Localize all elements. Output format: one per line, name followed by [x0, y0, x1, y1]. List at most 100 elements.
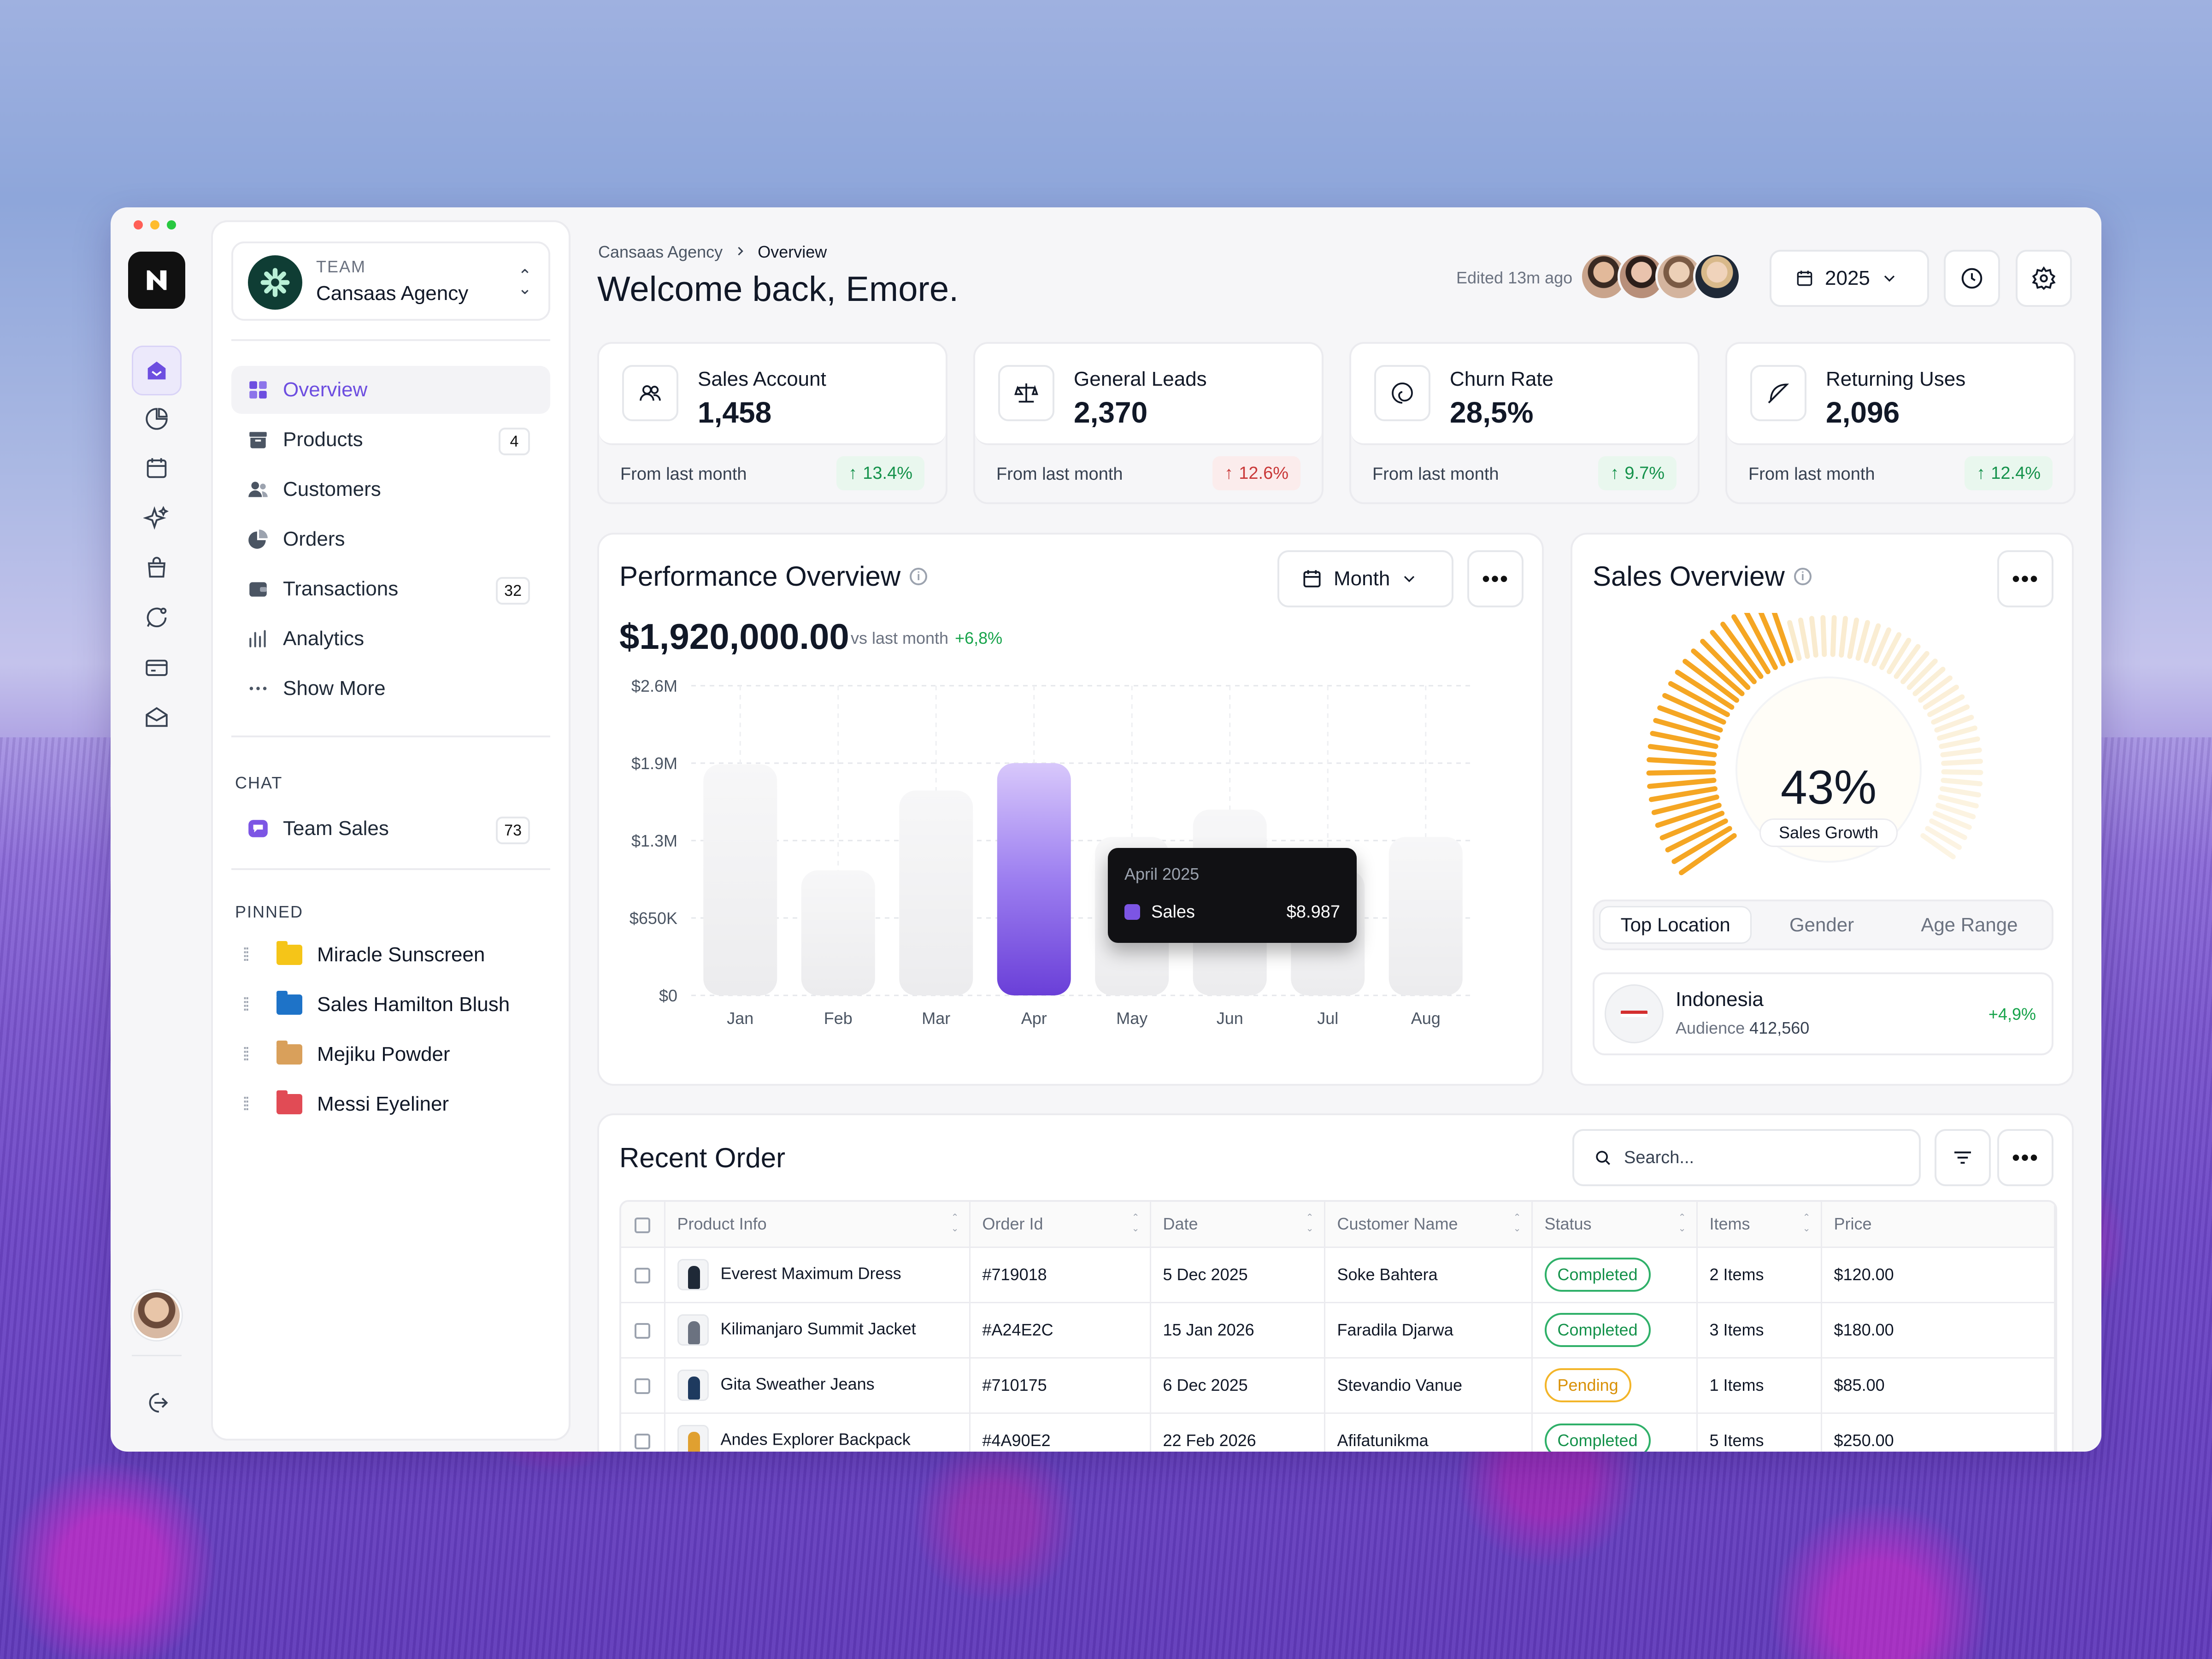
rail-home-icon[interactable]: [132, 346, 182, 395]
column-header-order-id[interactable]: Order Id ⌃ ⌄: [970, 1202, 1151, 1248]
users-icon: [622, 365, 678, 421]
search-box[interactable]: [1572, 1129, 1921, 1186]
sidebar-item-overview[interactable]: Overview: [231, 366, 550, 414]
year-dropdown[interactable]: 2025: [1770, 250, 1929, 307]
stat-period: From last month: [996, 465, 1123, 484]
stat-name: Returning Uses: [1826, 368, 1966, 390]
more-options-button[interactable]: •••: [1997, 550, 2053, 607]
column-header-items[interactable]: Items ⌃ ⌄: [1697, 1202, 1822, 1248]
pinned-item-label: Sales Hamilton Blush: [317, 993, 510, 1016]
sidebar-item-label: Overview: [283, 378, 368, 401]
team-switcher[interactable]: TEAM Cansaas Agency ⌃ ⌄: [231, 241, 550, 321]
table-row[interactable]: Kilimanjaro Summit Jacket #A24E2C 15 Jan…: [621, 1302, 2055, 1359]
column-header-status[interactable]: Status ⌃ ⌄: [1532, 1202, 1698, 1248]
close-dot[interactable]: [134, 220, 143, 229]
column-header-date[interactable]: Date ⌃ ⌄: [1150, 1202, 1325, 1248]
table-row[interactable]: Andes Explorer Backpack #4A90E2 22 Feb 2…: [621, 1413, 2055, 1452]
stat-card-general-leads[interactable]: General Leads 2,370 From last month ↑ 12.…: [973, 342, 1324, 504]
gauge-tick: [1941, 777, 1983, 787]
search-input[interactable]: [1624, 1147, 1900, 1168]
info-icon[interactable]: i: [1794, 567, 1812, 585]
gauge-tick: [1894, 644, 1921, 679]
sidebar-item-orders[interactable]: Orders: [231, 515, 550, 563]
bar-aug[interactable]: [1388, 837, 1463, 995]
collaborator-avatars[interactable]: [1580, 253, 1741, 300]
order-id-cell: #719018: [970, 1247, 1151, 1303]
bar-apr[interactable]: [997, 763, 1071, 995]
table-row[interactable]: Gita Sweather Jeans #710175 6 Dec 2025 S…: [621, 1358, 2055, 1414]
table-row[interactable]: Everest Maximum Dress #719018 5 Dec 2025…: [621, 1247, 2055, 1303]
tab-gender[interactable]: Gender: [1789, 914, 1854, 935]
gauge-tick: [1700, 639, 1751, 690]
more-options-button[interactable]: •••: [1997, 1129, 2053, 1186]
history-button[interactable]: [1944, 250, 2000, 307]
x-tick-label: Aug: [1411, 1009, 1441, 1028]
bar-mar[interactable]: [899, 790, 973, 995]
column-header-price[interactable]: Price: [1821, 1202, 2055, 1248]
pinned-item[interactable]: ⁞⁞ Mejiku Powder: [231, 1032, 550, 1077]
tab-age-range[interactable]: Age Range: [1921, 914, 2018, 935]
more-icon: •••: [1482, 566, 1509, 592]
sidebar-item-customers[interactable]: Customers: [231, 465, 550, 513]
sidebar-item-team-sales[interactable]: Team Sales 73: [231, 805, 550, 853]
breadcrumb-parent[interactable]: Cansaas Agency: [598, 242, 723, 261]
date-cell: 6 Dec 2025: [1150, 1358, 1325, 1414]
minimize-dot[interactable]: [150, 220, 159, 229]
row-checkbox[interactable]: [635, 1323, 651, 1339]
tab-top-location[interactable]: Top Location: [1599, 906, 1752, 944]
recent-orders-card: Recent Order ••• Product Info⌃⌄ Order Id…: [597, 1113, 2074, 1452]
stat-card-churn-rate[interactable]: Churn Rate 28,5% From last month ↑ 9.7%: [1349, 342, 1700, 504]
maximize-dot[interactable]: [167, 220, 176, 229]
drag-handle-icon[interactable]: ⁞⁞: [242, 1044, 250, 1065]
row-checkbox[interactable]: [635, 1378, 651, 1394]
chevron-updown-icon[interactable]: ⌃ ⌄: [518, 266, 532, 298]
sidebar: TEAM Cansaas Agency ⌃ ⌄ Overview Products…: [211, 220, 571, 1441]
sidebar-item-transactions[interactable]: Transactions 32: [231, 565, 550, 613]
filter-button[interactable]: [1935, 1129, 1991, 1186]
settings-button[interactable]: [2016, 250, 2072, 307]
pinned-item[interactable]: ⁞⁞ Miracle Sunscreen: [231, 933, 550, 977]
drag-handle-icon[interactable]: ⁞⁞: [242, 994, 250, 1015]
column-header-customer[interactable]: Customer Name ⌃ ⌄: [1324, 1202, 1533, 1248]
location-item[interactable]: Indonesia Audience 412,560 +4,9%: [1593, 972, 2053, 1055]
sidebar-item-show-more[interactable]: Show More: [231, 665, 550, 712]
drag-handle-icon[interactable]: ⁞⁞: [242, 945, 250, 965]
rail-logout-icon[interactable]: [132, 1378, 182, 1428]
gauge-tick: [1655, 802, 1722, 828]
drag-handle-icon[interactable]: ⁞⁞: [242, 1094, 250, 1114]
rail-bag-icon[interactable]: [132, 543, 182, 593]
row-checkbox[interactable]: [635, 1434, 651, 1450]
rail-chart-icon[interactable]: [132, 394, 182, 444]
pinned-item[interactable]: ⁞⁞ Messi Eyeliner: [231, 1082, 550, 1126]
sidebar-item-analytics[interactable]: Analytics: [231, 615, 550, 663]
rail-mail-icon[interactable]: [132, 692, 182, 742]
user-avatar[interactable]: [132, 1290, 182, 1340]
row-checkbox[interactable]: [635, 1268, 651, 1284]
app-logo[interactable]: [128, 252, 185, 309]
row-select-cell: [621, 1247, 665, 1303]
stat-card-returning-uses[interactable]: Returning Uses 2,096 From last month ↑ 12…: [1725, 342, 2076, 504]
stat-card-sales-account[interactable]: Sales Account 1,458 From last month ↑ 13.…: [597, 342, 947, 504]
rail-sparkle-icon[interactable]: [132, 493, 182, 543]
period-dropdown[interactable]: Month: [1277, 550, 1453, 607]
select-all-checkbox[interactable]: [635, 1217, 651, 1233]
avatar[interactable]: [1693, 253, 1741, 300]
more-options-button[interactable]: •••: [1467, 550, 1524, 607]
x-tick-label: Apr: [1021, 1009, 1047, 1028]
gauge-tick: [1906, 659, 1938, 690]
icon-rail: [111, 207, 203, 1452]
customer-cell: Stevandio Vanue: [1324, 1358, 1533, 1414]
info-icon[interactable]: i: [910, 567, 928, 585]
bar-jan[interactable]: [703, 764, 777, 995]
gauge-label: Sales Growth: [1759, 818, 1898, 847]
rail-chat-icon[interactable]: [132, 593, 182, 642]
x-tick-label: Feb: [824, 1009, 853, 1028]
order-id-cell: #4A90E2: [970, 1413, 1151, 1452]
rail-calendar-icon[interactable]: [132, 443, 182, 493]
column-header-product[interactable]: Product Info ⌃ ⌄: [665, 1202, 971, 1248]
sidebar-item-products[interactable]: Products 4: [231, 416, 550, 464]
rail-card-icon[interactable]: [132, 642, 182, 692]
bar-feb[interactable]: [801, 870, 875, 995]
performance-overview-card: Performance Overview i Month ••• $1,920,…: [597, 533, 1544, 1086]
pinned-item[interactable]: ⁞⁞ Sales Hamilton Blush: [231, 982, 550, 1027]
